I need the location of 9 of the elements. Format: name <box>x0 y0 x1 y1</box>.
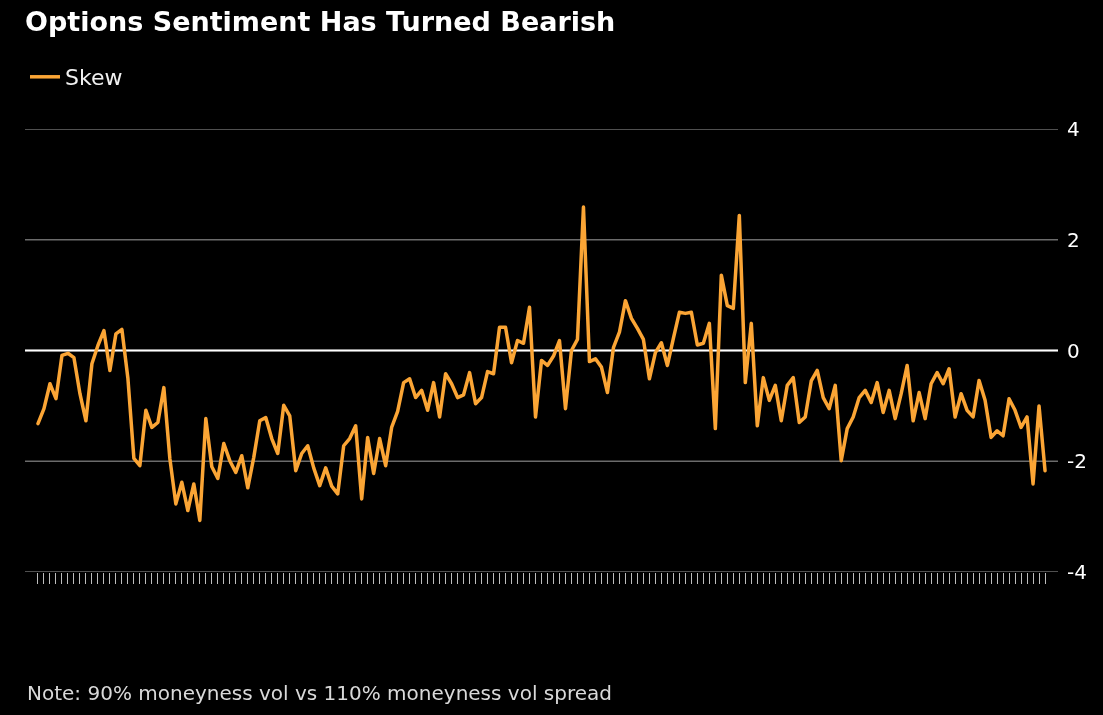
legend-label: Skew <box>65 65 123 91</box>
y-tick-label: -2 <box>1067 449 1087 474</box>
chart-title: Options Sentiment Has Turned Bearish <box>25 6 616 38</box>
y-tick-label: 2 <box>1067 227 1080 252</box>
text: Note: 90% moneyness vol vs 110% moneyness vol spread <box>27 681 612 705</box>
line-series <box>36 205 1047 523</box>
y-tick-label: -4 <box>1067 560 1087 584</box>
y-tick-label: 0 <box>1067 338 1080 363</box>
y-tick-label: 4 <box>1067 117 1080 141</box>
